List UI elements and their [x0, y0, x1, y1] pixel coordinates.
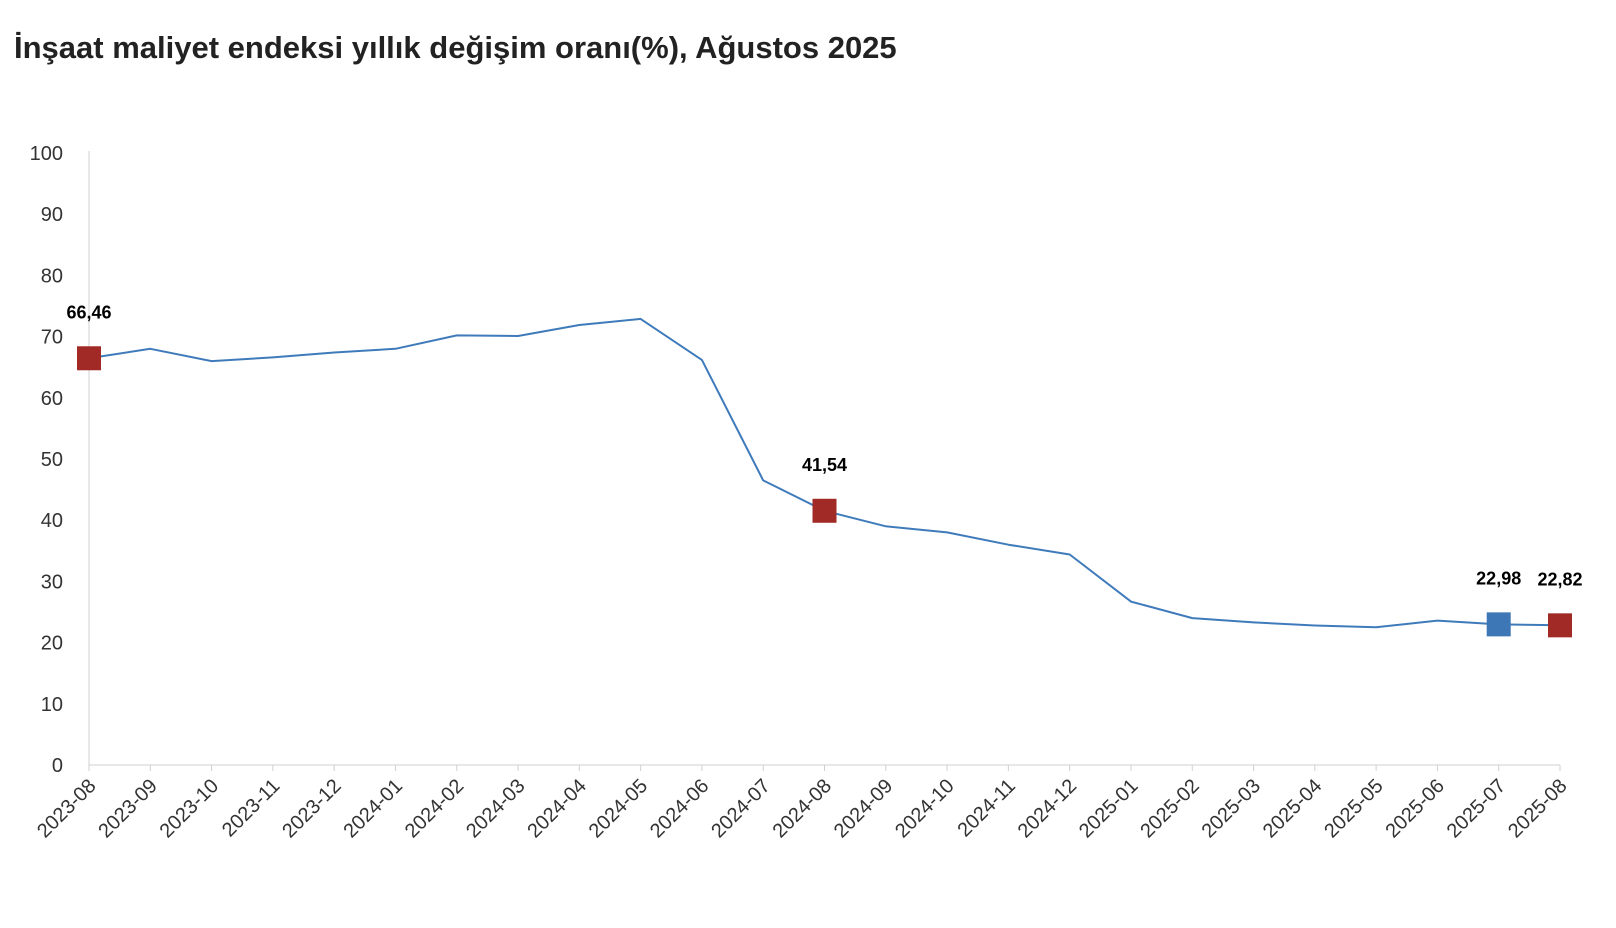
x-tick-label: 2025-08	[1504, 775, 1571, 842]
data-label: 41,54	[802, 455, 847, 475]
x-tick-label: 2023-12	[278, 775, 345, 842]
x-tick-label: 2024-06	[646, 775, 713, 842]
x-tick-label: 2025-01	[1075, 775, 1142, 842]
x-tick-label: 2025-06	[1381, 775, 1448, 842]
x-tick-label: 2024-03	[462, 775, 529, 842]
x-tick-label: 2023-08	[33, 775, 100, 842]
y-tick-label: 30	[41, 571, 63, 593]
x-tick-label: 2024-07	[707, 775, 774, 842]
y-tick-label: 90	[41, 204, 63, 226]
x-tick-label: 2024-12	[1014, 775, 1081, 842]
x-tick-label: 2025-04	[1259, 775, 1326, 842]
x-tick-label: 2025-03	[1198, 775, 1265, 842]
x-tick-label: 2023-10	[156, 775, 223, 842]
y-tick-label: 60	[41, 388, 63, 410]
data-label: 22,98	[1476, 568, 1521, 588]
y-tick-label: 40	[41, 510, 63, 532]
y-tick-label: 0	[52, 755, 63, 777]
x-tick-label: 2024-02	[401, 775, 468, 842]
data-point-marker	[812, 498, 837, 523]
y-tick-label: 70	[41, 327, 63, 349]
y-tick-label: 10	[41, 694, 63, 716]
x-tick-label: 2024-05	[585, 775, 652, 842]
x-tick-label: 2025-02	[1136, 775, 1203, 842]
x-tick-label: 2025-07	[1443, 775, 1510, 842]
x-tick-label: 2023-11	[218, 775, 284, 841]
x-tick-label: 2023-09	[94, 775, 161, 842]
y-tick-label: 80	[41, 265, 63, 287]
y-tick-label: 20	[41, 633, 63, 655]
data-label: 66,46	[66, 302, 111, 322]
x-tick-label: 2024-10	[891, 775, 958, 842]
x-tick-label: 2024-08	[769, 775, 836, 842]
data-point-marker	[1548, 613, 1572, 638]
chart-title: İnşaat maliyet endeksi yıllık değişim or…	[14, 30, 897, 65]
y-tick-label: 100	[30, 143, 63, 165]
data-point-marker	[1486, 612, 1511, 637]
x-tick-label: 2024-11	[953, 775, 1019, 841]
y-tick-label: 50	[41, 449, 63, 471]
data-label: 22,82	[1537, 569, 1582, 589]
x-tick-label: 2024-09	[830, 775, 897, 842]
x-tick-label: 2024-04	[523, 775, 590, 842]
data-point-marker	[77, 346, 101, 371]
x-tick-label: 2024-01	[340, 775, 407, 842]
x-tick-label: 2025-05	[1320, 775, 1387, 842]
